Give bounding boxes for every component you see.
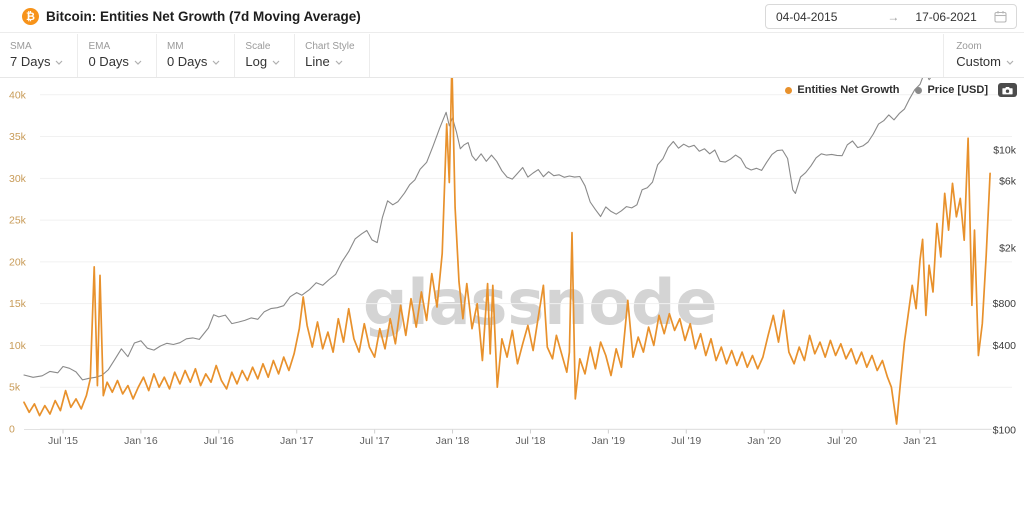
left-axis-tick-label: 5k [9,382,21,394]
x-axis-tick-label: Jul '17 [360,435,390,447]
zoom-value: Custom [956,54,1001,69]
right-axis-tick-label: $6k [999,176,1017,188]
x-axis-tick-label: Jan '20 [747,435,781,447]
chart-style-control[interactable]: Chart Style Line [295,34,370,77]
x-axis-tick-label: Jul '20 [827,435,857,447]
x-axis-tick-label: Jan '17 [280,435,314,447]
legend-price-label: Price [USD] [927,84,988,96]
x-axis-tick-label: Jan '19 [592,435,626,447]
chevron-down-icon [134,60,142,65]
legend-entities-net-growth[interactable]: Entities Net Growth [785,84,899,96]
chevron-down-icon [335,60,343,65]
chart-legend: Entities Net Growth Price [USD] [785,84,988,96]
date-range-arrow-icon: → [887,9,900,24]
left-axis-tick-label: 10k [9,340,27,352]
ema-control[interactable]: EMA 0 Days [78,34,157,77]
series-line-entities-net-growth [23,62,991,425]
chevron-down-icon [212,60,220,65]
scale-label: Scale [245,41,271,52]
x-axis-tick-label: Jan '18 [436,435,470,447]
ema-value: 0 Days [88,54,129,69]
date-range-picker[interactable]: 04-04-2015 → 17-06-2021 [765,4,1017,29]
zoom-control[interactable]: Zoom Custom [943,34,1024,77]
right-axis-tick-label: $400 [993,340,1017,352]
chart-style-value: Line [305,54,330,69]
page-title: Bitcoin: Entities Net Growth (7d Moving … [46,8,361,24]
right-axis-tick-label: $100 [993,425,1017,437]
left-axis-tick-label: 20k [9,256,27,268]
calendar-icon[interactable] [994,10,1007,23]
series-line-price-usd [23,38,992,381]
header: ₿ Bitcoin: Entities Net Growth (7d Movin… [0,0,1024,33]
date-start-input[interactable]: 04-04-2015 [776,9,838,24]
x-axis-tick-label: Jul '16 [204,435,234,447]
ema-label: EMA [88,41,111,52]
sma-control[interactable]: SMA 7 Days [0,34,79,77]
left-axis-tick-label: 40k [9,89,27,101]
toolbar: SMA 7 Days EMA 0 Days MM 0 Days Scale Lo… [0,34,1024,78]
chevron-down-icon [272,60,280,65]
entities-series-dot-icon [785,86,793,94]
scale-control[interactable]: Scale Log [235,34,296,77]
legend-price-usd[interactable]: Price [USD] [915,84,988,96]
x-axis-tick-label: Jul '18 [515,435,545,447]
x-axis-tick-label: Jul '15 [48,435,78,447]
left-axis-tick-label: 15k [9,298,27,310]
mm-control[interactable]: MM 0 Days [157,34,236,77]
scale-value: Log [245,54,268,69]
right-axis-tick-label: $800 [993,298,1017,310]
bitcoin-icon: ₿ [22,7,39,25]
mm-value: 0 Days [166,54,208,69]
chevron-down-icon [56,60,63,65]
chevron-down-icon [1006,60,1014,65]
left-axis-tick-label: 0 [9,424,15,436]
left-axis-tick-label: 25k [9,215,27,227]
right-axis-tick-label: $2k [999,242,1017,254]
date-end-input[interactable]: 17-06-2021 [915,9,977,24]
price-series-dot-icon [915,86,923,94]
left-axis-tick-label: 30k [9,173,27,185]
chart-style-label: Chart Style [305,41,355,52]
zoom-label: Zoom [956,41,982,52]
camera-icon [1002,86,1013,94]
x-axis-tick-label: Jan '16 [124,435,158,447]
sma-label: SMA [10,41,32,52]
mm-label: MM [166,41,184,52]
screenshot-camera-button[interactable] [998,83,1017,97]
x-axis-tick-label: Jan '21 [903,435,937,447]
sma-value: 7 Days [10,54,51,69]
x-axis-tick-label: Jul '19 [671,435,701,447]
legend-entities-label: Entities Net Growth [797,84,900,96]
right-axis-tick-label: $10k [993,145,1017,157]
left-axis-tick-label: 35k [9,131,27,143]
